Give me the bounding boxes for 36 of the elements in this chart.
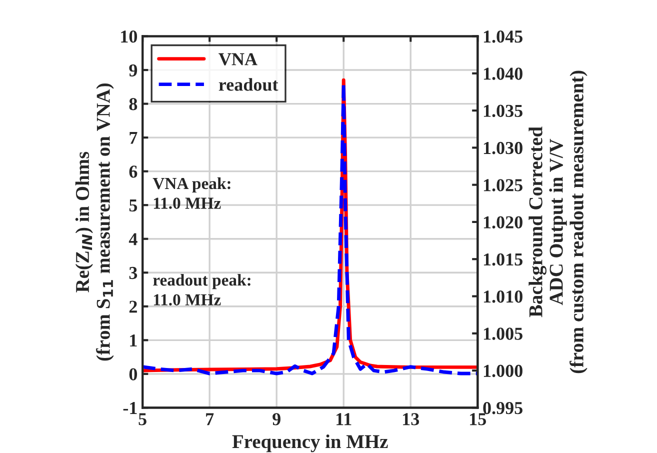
x-axis-title: Frequency in MHz [232, 434, 388, 452]
annotation: VNA peak: 11.0 MHz [152, 177, 230, 209]
y-tick-label: 1 [130, 334, 137, 346]
y2-tick-label: 1.035 [484, 104, 522, 118]
y-tick-label: 8 [129, 98, 138, 110]
x-tick-label: 15 [470, 413, 486, 426]
legend-label: VNA [218, 53, 258, 66]
y2-tick-label: 0.995 [483, 402, 522, 414]
x-tick-label: 7 [206, 413, 214, 426]
legend-label: readout [218, 78, 278, 91]
annotation: readout peak: 11.0 MHz [153, 274, 250, 306]
y-tick-label: 0 [129, 368, 138, 380]
y-tick-label: 3 [129, 266, 138, 280]
y2-tick-label: 1.015 [484, 253, 522, 266]
y-tick-label: 5 [129, 200, 138, 212]
y2-tick-label: 1.020 [484, 216, 522, 228]
y2-tick-label: 1.040 [484, 68, 522, 80]
y-tick-label: 4 [128, 233, 138, 246]
y-tick-label: 7 [130, 132, 138, 144]
y-tick-label: -1 [123, 402, 137, 414]
x-tick-label: 13 [403, 413, 420, 426]
x-tick-label: 11 [336, 413, 352, 426]
x-tick-label: 9 [272, 413, 280, 426]
y2-axis-title: Background Corrected ADC Output in V/V (from custom readout measurement) [528, 70, 588, 374]
y2-tick-label: 1.005 [484, 328, 522, 340]
text: Re(Z$_{IN}$) in Ohms (from S$_{11}$ measurement on VNA) [75, 83, 114, 361]
x-tick-label: 5 [138, 413, 146, 426]
y-tick-label: 6 [129, 166, 138, 178]
y2-tick-label: 1.000 [484, 364, 522, 378]
y-tick-label: 9 [129, 64, 138, 76]
y2-tick-label: 1.030 [484, 142, 522, 154]
y2-tick-label: 1.045 [484, 30, 522, 43]
y-tick-label: 10 [121, 30, 138, 43]
y-tick-label: 2 [129, 300, 137, 313]
y2-tick-label: 1.010 [484, 290, 522, 303]
y2-tick-label: 1.025 [484, 179, 522, 192]
